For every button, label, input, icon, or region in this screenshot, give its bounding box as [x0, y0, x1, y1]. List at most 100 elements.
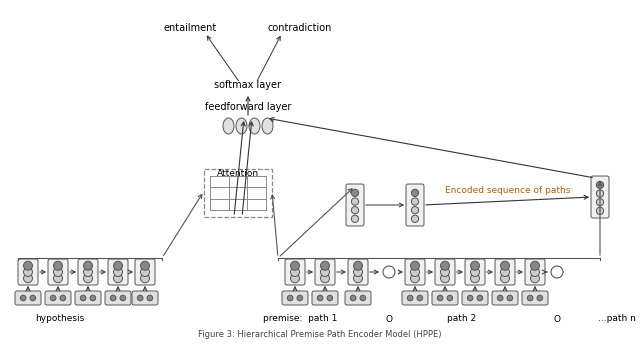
Ellipse shape — [249, 118, 260, 134]
FancyBboxPatch shape — [345, 291, 371, 305]
FancyBboxPatch shape — [495, 259, 515, 285]
Circle shape — [410, 261, 419, 270]
Circle shape — [531, 261, 540, 270]
Circle shape — [54, 261, 63, 270]
Circle shape — [596, 199, 604, 206]
Circle shape — [120, 295, 125, 301]
Circle shape — [83, 261, 93, 270]
FancyBboxPatch shape — [462, 291, 488, 305]
FancyBboxPatch shape — [105, 291, 131, 305]
FancyBboxPatch shape — [432, 291, 458, 305]
Circle shape — [497, 295, 503, 301]
FancyBboxPatch shape — [285, 259, 305, 285]
Circle shape — [141, 268, 150, 276]
Circle shape — [24, 268, 33, 276]
Circle shape — [410, 274, 419, 283]
Text: softmax layer: softmax layer — [214, 80, 282, 90]
Circle shape — [113, 268, 122, 276]
Circle shape — [527, 295, 533, 301]
Circle shape — [470, 274, 479, 283]
Text: contradiction: contradiction — [268, 23, 332, 33]
Circle shape — [507, 295, 513, 301]
Circle shape — [321, 268, 330, 276]
Text: O: O — [385, 315, 392, 324]
Circle shape — [477, 295, 483, 301]
Text: Figure 3: Hierarchical Premise Path Encoder Model (HPPE): Figure 3: Hierarchical Premise Path Enco… — [198, 330, 442, 339]
FancyBboxPatch shape — [312, 291, 338, 305]
Circle shape — [500, 261, 509, 270]
FancyBboxPatch shape — [492, 291, 518, 305]
Circle shape — [291, 274, 300, 283]
Circle shape — [440, 261, 449, 270]
Text: path 2: path 2 — [447, 314, 477, 323]
Circle shape — [81, 295, 86, 301]
Circle shape — [54, 268, 63, 276]
Text: Attention: Attention — [217, 169, 259, 179]
FancyBboxPatch shape — [48, 259, 68, 285]
Circle shape — [113, 261, 122, 270]
Text: feedforward layer: feedforward layer — [205, 102, 291, 112]
FancyBboxPatch shape — [15, 291, 41, 305]
Circle shape — [410, 268, 419, 276]
Circle shape — [321, 274, 330, 283]
Circle shape — [24, 261, 33, 270]
Ellipse shape — [236, 118, 247, 134]
Circle shape — [596, 190, 604, 197]
FancyBboxPatch shape — [204, 169, 272, 217]
Circle shape — [353, 274, 362, 283]
Circle shape — [351, 215, 358, 222]
Circle shape — [141, 274, 150, 283]
FancyBboxPatch shape — [465, 259, 485, 285]
FancyBboxPatch shape — [45, 291, 71, 305]
Circle shape — [531, 268, 540, 276]
Circle shape — [470, 261, 479, 270]
Circle shape — [147, 295, 153, 301]
Circle shape — [83, 274, 93, 283]
Circle shape — [412, 215, 419, 222]
Text: entailment: entailment — [163, 23, 216, 33]
Circle shape — [360, 295, 365, 301]
FancyBboxPatch shape — [346, 184, 364, 226]
Circle shape — [24, 274, 33, 283]
Circle shape — [440, 274, 449, 283]
FancyBboxPatch shape — [315, 259, 335, 285]
Text: ...path n: ...path n — [598, 314, 636, 323]
Circle shape — [551, 266, 563, 278]
FancyBboxPatch shape — [348, 259, 368, 285]
Circle shape — [437, 295, 443, 301]
Circle shape — [470, 268, 479, 276]
Text: O: O — [554, 315, 561, 324]
FancyBboxPatch shape — [135, 259, 155, 285]
Circle shape — [20, 295, 26, 301]
Circle shape — [412, 189, 419, 197]
Circle shape — [291, 261, 300, 270]
Circle shape — [54, 274, 63, 283]
Circle shape — [500, 274, 509, 283]
Circle shape — [353, 261, 362, 270]
Circle shape — [351, 189, 358, 197]
Text: premise:  path 1: premise: path 1 — [263, 314, 337, 323]
Circle shape — [90, 295, 95, 301]
FancyBboxPatch shape — [75, 291, 101, 305]
FancyBboxPatch shape — [282, 291, 308, 305]
Circle shape — [321, 261, 330, 270]
Circle shape — [30, 295, 36, 301]
Circle shape — [51, 295, 56, 301]
Circle shape — [350, 295, 356, 301]
FancyBboxPatch shape — [406, 184, 424, 226]
Circle shape — [351, 198, 358, 205]
Ellipse shape — [262, 118, 273, 134]
Circle shape — [351, 207, 358, 214]
FancyBboxPatch shape — [78, 259, 98, 285]
FancyBboxPatch shape — [132, 291, 158, 305]
Circle shape — [291, 268, 300, 276]
FancyBboxPatch shape — [405, 259, 425, 285]
FancyBboxPatch shape — [108, 259, 128, 285]
Text: Encoded sequence of paths: Encoded sequence of paths — [445, 186, 571, 195]
Text: hypothesis: hypothesis — [35, 314, 84, 323]
Circle shape — [440, 268, 449, 276]
FancyBboxPatch shape — [402, 291, 428, 305]
Circle shape — [60, 295, 66, 301]
Circle shape — [500, 268, 509, 276]
Circle shape — [297, 295, 303, 301]
